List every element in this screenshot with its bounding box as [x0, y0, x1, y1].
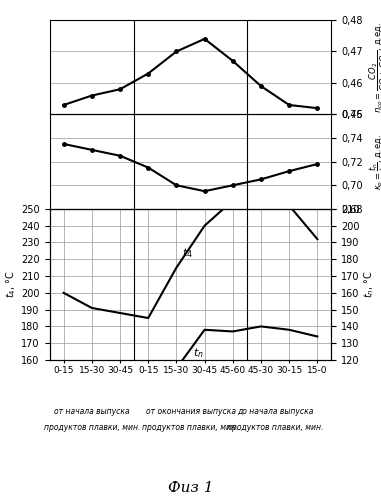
- Text: продуктов плавки, мин.: продуктов плавки, мин.: [227, 422, 323, 432]
- Text: до начала выпуска: до начала выпуска: [237, 408, 313, 416]
- Text: продуктов плавки, мин.: продуктов плавки, мин.: [44, 422, 140, 432]
- Text: от окончания выпуска: от окончания выпуска: [146, 408, 235, 416]
- Text: $t_4$: $t_4$: [182, 246, 193, 260]
- Y-axis label: $t_n$, °C: $t_n$, °C: [362, 270, 376, 298]
- Y-axis label: $\kappa_p = \dfrac{t_n}{t_4}$, д.ед.: $\kappa_p = \dfrac{t_n}{t_4}$, д.ед.: [367, 134, 381, 190]
- Y-axis label: $\eta_{co} = \dfrac{CO_2}{CO+CO_2}$, д.ед.: $\eta_{co} = \dfrac{CO_2}{CO+CO_2}$, д.е…: [367, 22, 381, 113]
- Text: Физ 1: Физ 1: [168, 481, 213, 495]
- Text: продуктов плавки, мин.: продуктов плавки, мин.: [142, 422, 239, 432]
- Text: $t_n$: $t_n$: [193, 346, 204, 360]
- Text: от начала выпуска: от начала выпуска: [54, 408, 130, 416]
- Y-axis label: $t_4$, °C: $t_4$, °C: [5, 270, 18, 298]
